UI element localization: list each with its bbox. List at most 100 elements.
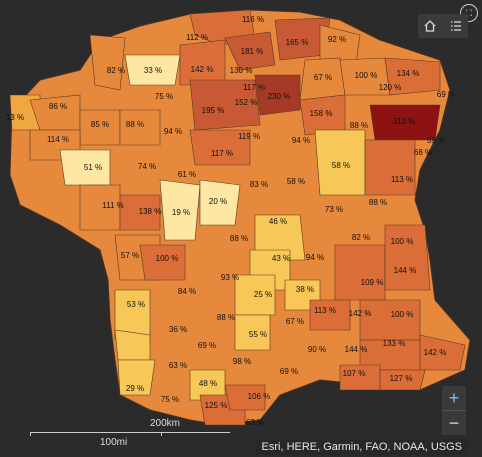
dept-value-label: 63 % xyxy=(169,361,187,370)
dept-haute-saone xyxy=(364,139,416,196)
dept-value-label: 107 % xyxy=(343,369,366,378)
value-labels: 116 % 112 % 181 % 165 % 92 % 82 % 33 % 142 % 130… xyxy=(6,15,455,427)
dept-lot xyxy=(234,314,271,351)
dept-eure xyxy=(179,39,226,86)
dept-value-label: 84 % xyxy=(178,287,196,296)
dept-value-label: 69 % xyxy=(437,90,455,99)
dept-value-label: 113 % xyxy=(314,306,336,315)
scale-km-label: 200km xyxy=(149,418,180,429)
dept-value-label: 94 % xyxy=(292,136,310,145)
dept-value-label: 152 % xyxy=(235,98,258,107)
dept-value-label: 57 % xyxy=(121,251,139,260)
dept-value-label: 68 % xyxy=(414,148,432,157)
dept-loiret xyxy=(189,129,251,166)
dept-var-2 xyxy=(379,369,426,391)
zoom-in-button[interactable]: + xyxy=(448,388,460,408)
dept-value-label: 109 % xyxy=(361,278,384,287)
dept-value-label: 114 % xyxy=(47,135,69,144)
dept-value-label: 83 % xyxy=(250,180,268,189)
dept-value-label: 38 % xyxy=(296,285,314,294)
dept-value-label: 73 % xyxy=(325,205,343,214)
dept-value-label: 82 % xyxy=(352,233,370,242)
dept-value-label: 53 % xyxy=(127,300,145,309)
dept-value-label: 74 % xyxy=(138,162,156,171)
dept-value-label: 61 % xyxy=(178,170,196,179)
dept-calvados xyxy=(124,54,181,86)
scale-bar: 200km 100mi xyxy=(30,418,230,448)
dept-aisne xyxy=(224,31,276,71)
dept-value-label: 144 % xyxy=(394,266,417,275)
dept-value-label: 165 % xyxy=(286,38,309,47)
dept-value-label: 195 % xyxy=(202,106,225,115)
dept-value-label: 93 % xyxy=(221,273,239,282)
dept-manche xyxy=(89,34,126,91)
dept-value-label: 116 % xyxy=(242,15,264,24)
dept-value-label: 67 % xyxy=(314,73,332,82)
dept-landes xyxy=(117,359,156,396)
dept-value-label: 86 % xyxy=(49,102,67,111)
dept-value-label: 113 % xyxy=(391,175,413,184)
dept-value-label: 130 % xyxy=(230,66,253,75)
dept-value-label: 100 % xyxy=(391,310,414,319)
dept-value-label: 120 % xyxy=(379,83,402,92)
dept-value-label: 25 % xyxy=(254,290,272,299)
dept-value-label: 59 % xyxy=(427,136,445,145)
dept-value-label: 100 % xyxy=(391,237,414,246)
dept-value-label: 46 % xyxy=(269,217,287,226)
dept-saone-loire xyxy=(254,214,306,261)
dept-value-label: 181 % xyxy=(241,47,264,56)
dept-cher xyxy=(199,179,241,226)
dept-value-label: 100 % xyxy=(355,71,378,80)
zoom-control: + − xyxy=(442,386,466,435)
dept-alpes-mar xyxy=(419,334,466,371)
dept-value-label: 111 % xyxy=(102,201,124,210)
dept-value-label: 63 % xyxy=(246,418,264,427)
dept-value-label: 117 % xyxy=(243,83,265,92)
dept-bas-rhin xyxy=(369,104,441,141)
dept-value-label: 117 % xyxy=(211,149,233,158)
dept-value-label: 75 % xyxy=(155,92,173,101)
dept-value-label: 134 % xyxy=(397,69,420,78)
dept-isere xyxy=(334,244,386,301)
dept-value-label: 142 % xyxy=(349,309,372,318)
dept-value-label: 67 % xyxy=(286,317,304,326)
dept-paris-area xyxy=(189,79,261,131)
dept-value-label: 88 % xyxy=(126,120,144,129)
dept-value-label: 142 % xyxy=(424,348,447,357)
dept-value-label: 29 % xyxy=(126,384,144,393)
dept-value-label: 69 % xyxy=(280,367,298,376)
dept-value-label: 43 % xyxy=(272,254,290,263)
dept-correze xyxy=(234,274,276,316)
attribution[interactable]: Esri, HERE, Garmin, FAO, NOAA, USGS xyxy=(255,439,468,455)
dept-drome xyxy=(309,299,351,331)
dept-value-label: 98 % xyxy=(233,357,251,366)
dept-value-label: 119 % xyxy=(238,132,260,141)
dept-value-label: 82 % xyxy=(107,66,125,75)
dept-value-label: 100 % xyxy=(156,254,179,263)
dept-value-label: 75 % xyxy=(161,395,179,404)
dept-value-label: 48 % xyxy=(199,379,217,388)
zoom-out-button[interactable]: − xyxy=(442,410,466,435)
dept-seine-marne xyxy=(254,74,301,116)
dept-indre-loire xyxy=(119,194,161,231)
map-toolbar xyxy=(418,14,468,38)
dept-savoie xyxy=(384,224,431,291)
dept-value-label: 20 % xyxy=(209,197,227,206)
dept-value-label: 144 % xyxy=(345,345,368,354)
dept-value-label: 313 % xyxy=(393,117,416,126)
dept-value-label: 138 % xyxy=(139,207,162,216)
dept-value-label: 125 % xyxy=(205,401,228,410)
dept-value-label: 36 % xyxy=(169,325,187,334)
dept-value-label: 88 % xyxy=(217,313,235,322)
dept-moselle xyxy=(384,57,441,96)
legend-list-icon[interactable] xyxy=(444,14,468,38)
dept-hautes-alpes xyxy=(359,299,421,341)
dept-value-label: 88 % xyxy=(369,198,387,207)
home-icon[interactable] xyxy=(418,14,442,38)
dept-value-label: 19 % xyxy=(172,208,190,217)
dept-mayenne xyxy=(119,109,161,146)
dept-value-label: 106 % xyxy=(248,392,271,401)
dept-gironde xyxy=(114,329,151,361)
dept-ariege xyxy=(224,384,266,411)
